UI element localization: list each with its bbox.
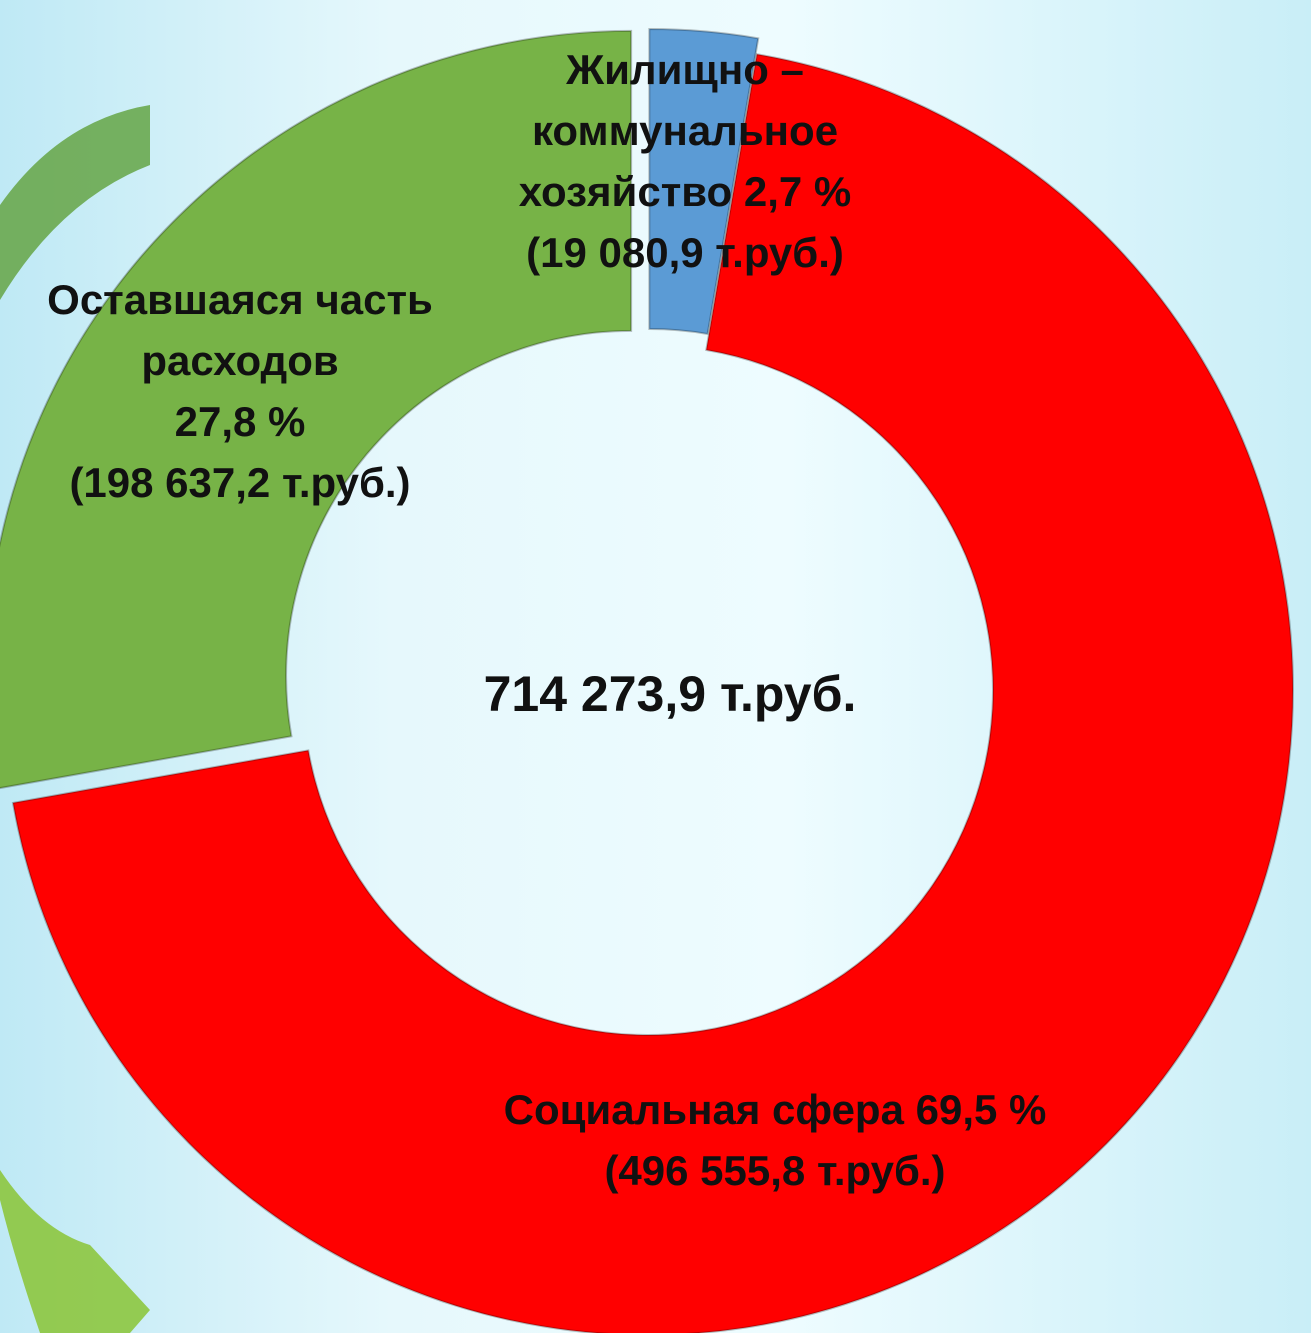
decor-arrow (0, 105, 150, 300)
amount-label: (19 080,9 т.руб.) (526, 228, 844, 276)
category-label: Оставшаяся часть расходов (47, 276, 433, 384)
donut-slice (648, 28, 760, 336)
value-label: 27,8 % (174, 397, 306, 445)
slice-label: Социальная сфера 69,5 % (496 555,8 т.руб… (420, 1080, 1130, 1202)
slice-label: Оставшаяся часть расходов 27,8 % (198 63… (5, 270, 475, 514)
category-label: Жилищно – коммунальное хозяйство (518, 46, 839, 215)
value-label: 69,5 % (915, 1086, 1047, 1133)
total-label: 714 273,9 т.руб. (483, 666, 857, 722)
category-label: Социальная сфера (503, 1086, 904, 1133)
donut-slice (11, 53, 1294, 1333)
amount-label: (198 637,2 т.руб.) (69, 458, 411, 506)
amount-label: (496 555,8 т.руб.) (604, 1146, 946, 1194)
donut-slice (0, 29, 633, 790)
value-label: 2,7 % (743, 167, 852, 215)
decor-arrow (0, 1170, 150, 1333)
slice-label: Жилищно – коммунальное хозяйство 2,7 % (… (470, 40, 900, 284)
